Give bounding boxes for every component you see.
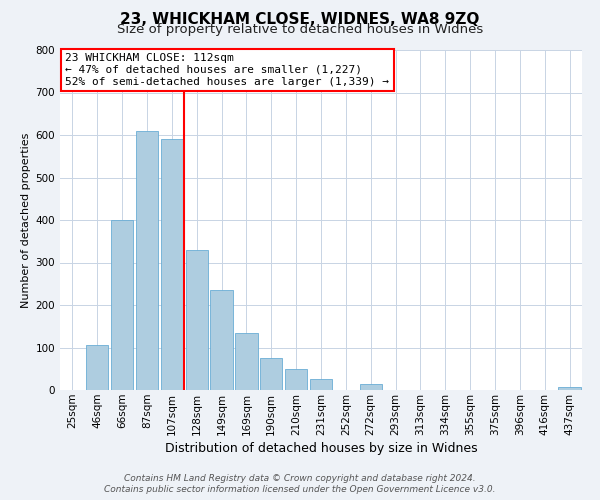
Bar [211,290,233,390]
Text: Size of property relative to detached houses in Widnes: Size of property relative to detached ho… [117,22,483,36]
X-axis label: Distribution of detached houses by size in Widnes: Distribution of detached houses by size … [164,442,478,455]
Bar [260,358,283,390]
Text: Contains HM Land Registry data © Crown copyright and database right 2024.
Contai: Contains HM Land Registry data © Crown c… [104,474,496,494]
Bar [310,380,332,390]
Text: 23 WHICKHAM CLOSE: 112sqm
← 47% of detached houses are smaller (1,227)
52% of se: 23 WHICKHAM CLOSE: 112sqm ← 47% of detac… [65,54,389,86]
Bar [86,346,109,390]
Y-axis label: Number of detached properties: Number of detached properties [22,132,31,308]
Bar [235,332,257,390]
Bar [111,220,133,390]
Bar [136,130,158,390]
Bar [185,250,208,390]
Bar [559,386,581,390]
Bar [285,369,307,390]
Bar [161,139,183,390]
Text: 23, WHICKHAM CLOSE, WIDNES, WA8 9ZQ: 23, WHICKHAM CLOSE, WIDNES, WA8 9ZQ [121,12,479,26]
Bar [359,384,382,390]
